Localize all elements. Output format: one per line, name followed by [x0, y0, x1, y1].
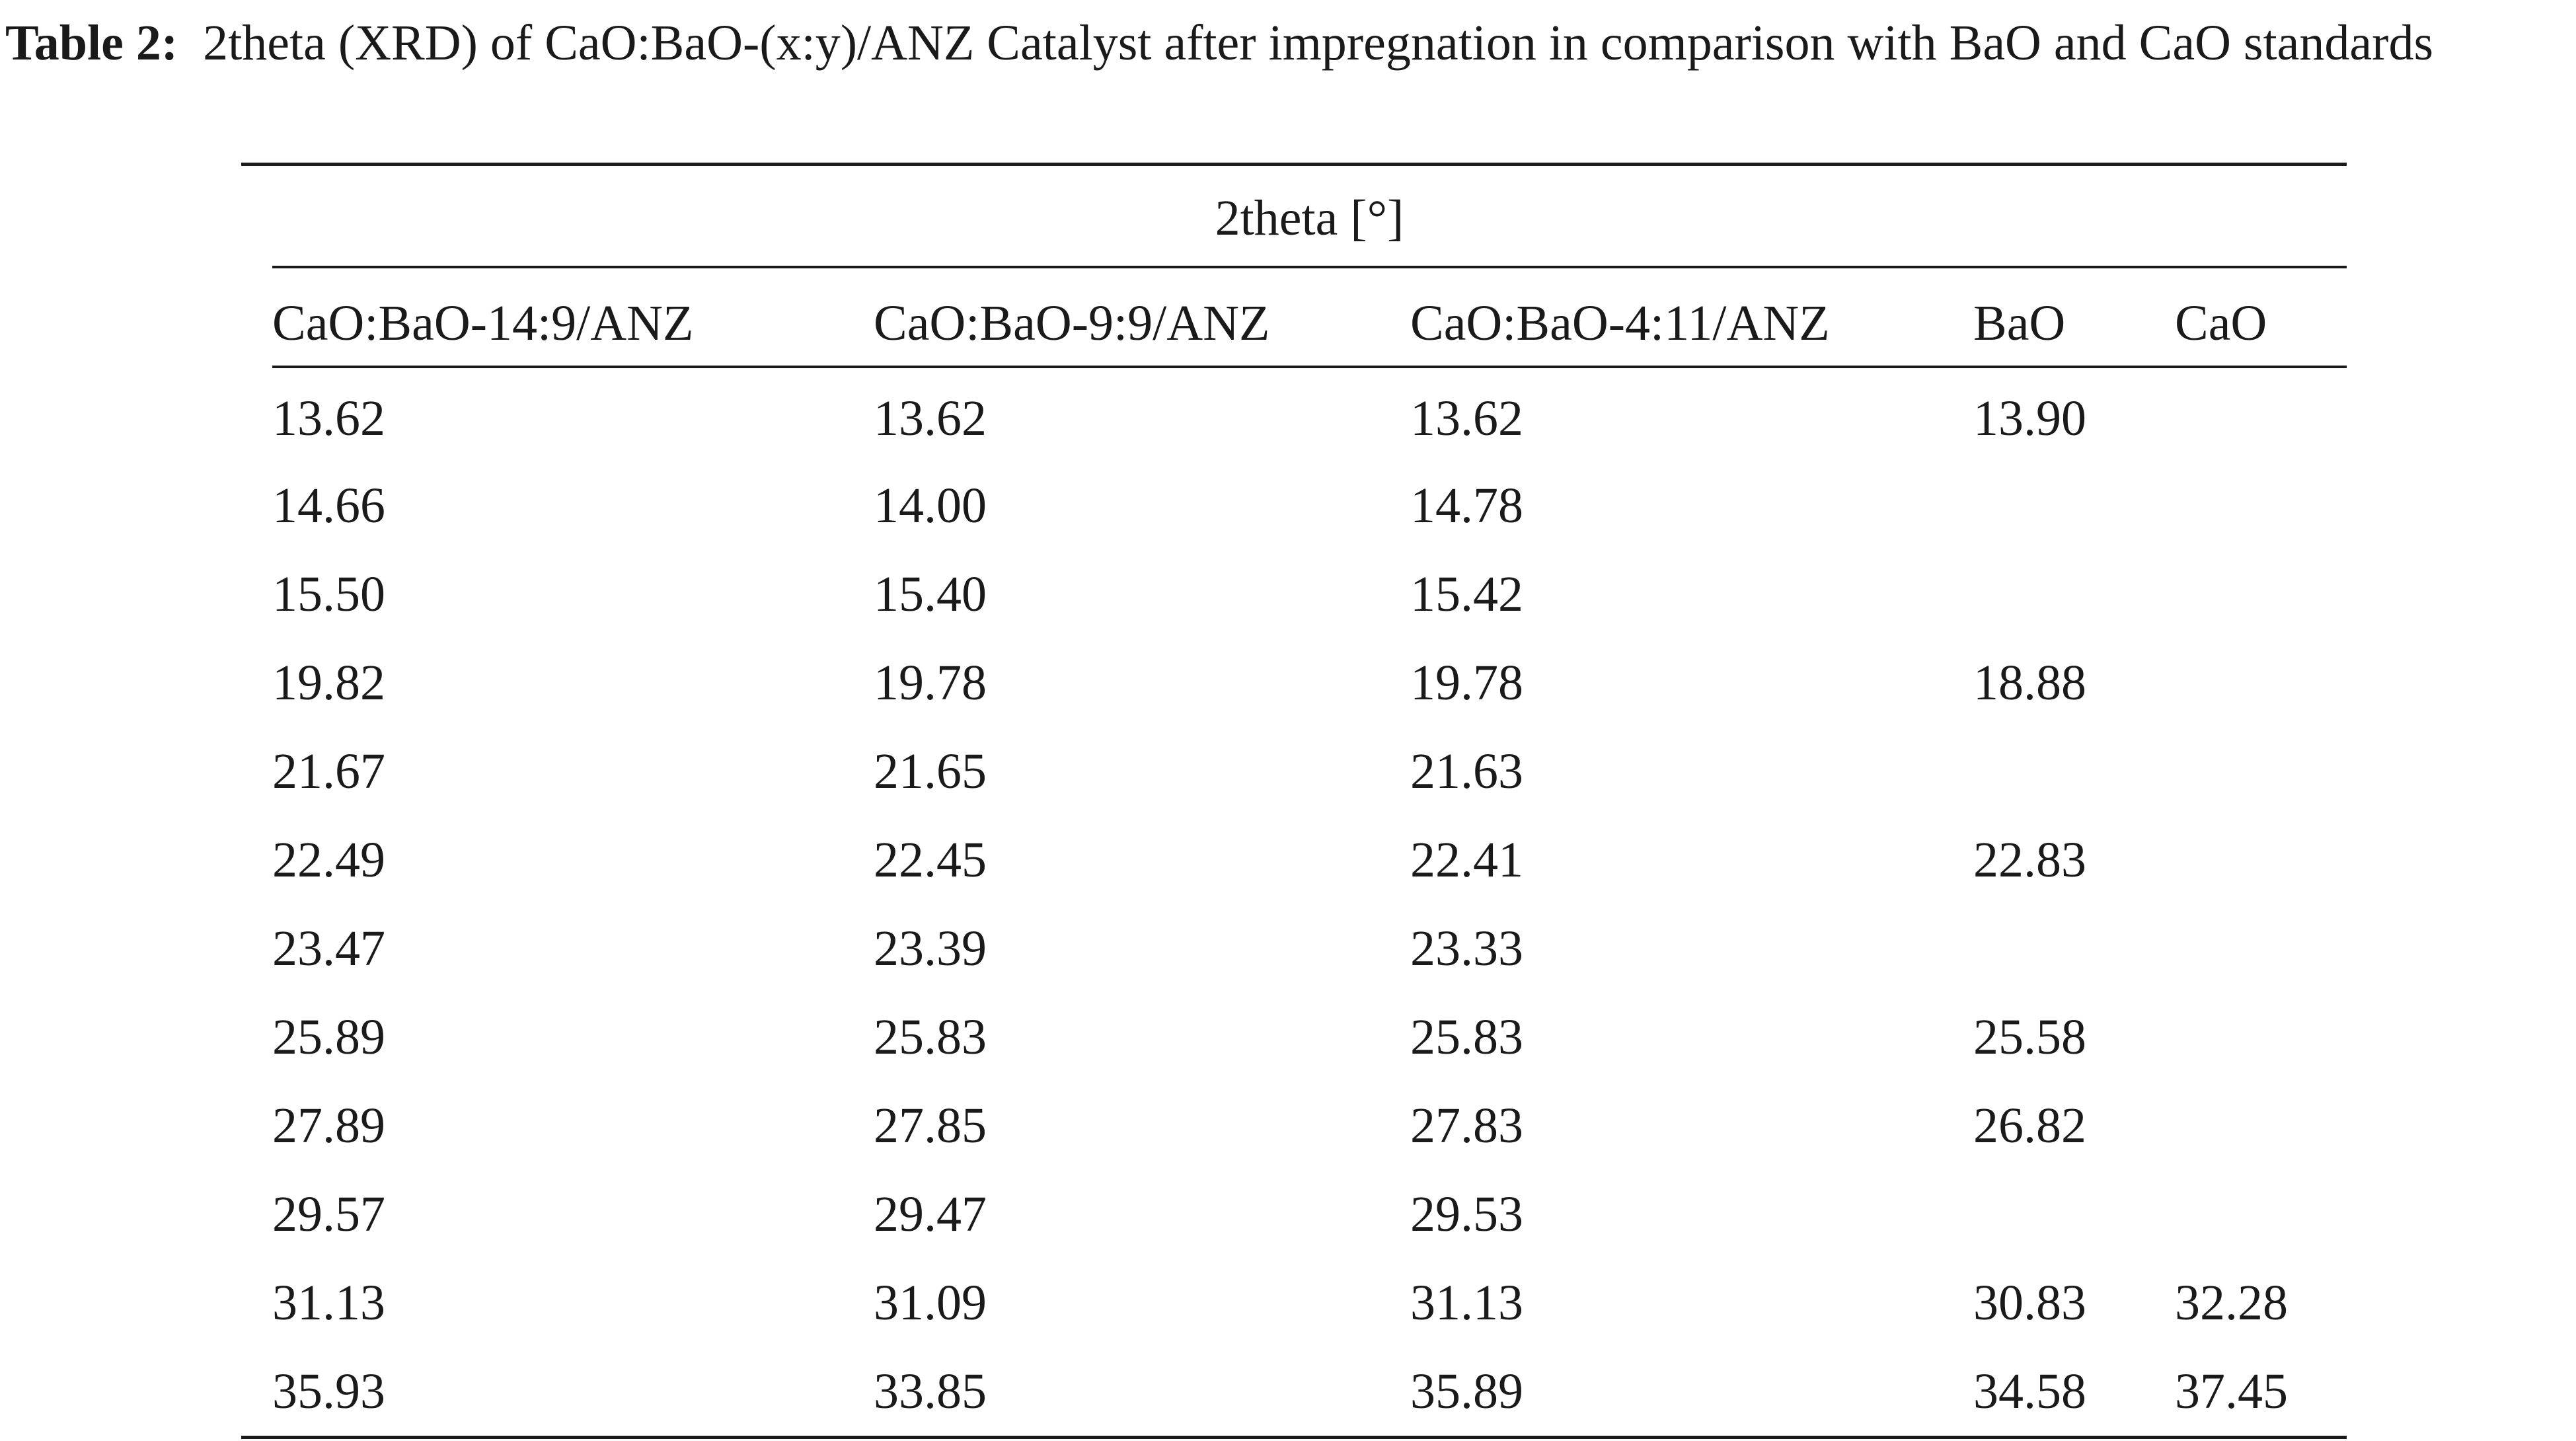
table-cell — [2175, 369, 2380, 461]
group-header: 2theta [°] — [1215, 190, 1404, 246]
column-header: CaO:BaO-4:11/ANZ — [1410, 295, 1830, 351]
table-cell: 23.47 — [272, 920, 385, 976]
table-cell: 37.45 — [2175, 1363, 2288, 1419]
table-cell — [2175, 550, 2380, 639]
table-caption-label: Table 2: — [5, 15, 178, 71]
table-row: 22.49 22.45 22.41 22.83 — [241, 816, 2380, 904]
table-cell: 31.13 — [272, 1274, 385, 1331]
column-header: CaO — [2175, 295, 2267, 351]
table-cell: 22.49 — [272, 832, 385, 888]
table-cell: 23.39 — [874, 920, 987, 976]
table-cell: 29.47 — [874, 1186, 987, 1242]
table-cell: 13.62 — [874, 390, 987, 446]
table-cell: 25.89 — [272, 1009, 385, 1065]
table-cell: 34.58 — [1973, 1363, 2086, 1419]
column-header-rule — [272, 366, 2347, 368]
table-cell: 21.63 — [1410, 743, 1523, 799]
table-cell: 18.88 — [1973, 654, 2086, 711]
table-cell: 29.53 — [1410, 1186, 1523, 1242]
table-row: 14.66 14.00 14.78 — [241, 461, 2380, 550]
table-row: 35.93 33.85 35.89 34.58 37.45 — [241, 1347, 2380, 1436]
table-row: 19.82 19.78 19.78 18.88 — [241, 639, 2380, 727]
table-cell — [2175, 727, 2380, 816]
table-row: 31.13 31.09 31.13 30.83 32.28 — [241, 1259, 2380, 1347]
table-cell: 22.41 — [1410, 832, 1523, 888]
table-cell: 33.85 — [874, 1363, 987, 1419]
table-cell — [2175, 1170, 2380, 1259]
table-cell — [2175, 1081, 2380, 1170]
table-cell — [1973, 904, 2175, 993]
table-row: 25.89 25.83 25.83 25.58 — [241, 993, 2380, 1081]
table-cell: 35.89 — [1410, 1363, 1523, 1419]
table-cell: 25.83 — [874, 1009, 987, 1065]
table-cell: 14.78 — [1410, 477, 1523, 533]
table-cell — [2175, 993, 2380, 1081]
table-cell — [2175, 461, 2380, 550]
table-cell: 26.82 — [1973, 1097, 2086, 1153]
data-table: CaO:BaO-14:9/ANZ CaO:BaO-9:9/ANZ CaO:BaO… — [241, 278, 2380, 1436]
table-caption-text: 2theta (XRD) of CaO:BaO-(x:y)/ANZ Cataly… — [203, 15, 2434, 71]
table-cell: 13.90 — [1973, 390, 2086, 446]
table-cell: 21.65 — [874, 743, 987, 799]
table-row: 15.50 15.40 15.42 — [241, 550, 2380, 639]
table-cell: 13.62 — [272, 390, 385, 446]
table-cell: 21.67 — [272, 743, 385, 799]
table-cell — [1973, 461, 2175, 550]
column-header: CaO:BaO-9:9/ANZ — [874, 295, 1270, 351]
table-row: 13.62 13.62 13.62 13.90 — [241, 369, 2380, 461]
table-cell: 13.62 — [1410, 390, 1523, 446]
table-cell: 25.83 — [1410, 1009, 1523, 1065]
table-cell: 27.85 — [874, 1097, 987, 1153]
table-cell: 32.28 — [2175, 1274, 2288, 1331]
table-cell — [1973, 727, 2175, 816]
table-top-rule — [241, 163, 2347, 166]
table-cell: 31.09 — [874, 1274, 987, 1331]
table-body: 13.62 13.62 13.62 13.90 14.66 14.00 14.78 15.50… — [241, 369, 2380, 1436]
table-cell: 31.13 — [1410, 1274, 1523, 1331]
table-cell — [2175, 639, 2380, 727]
table-cell: 27.83 — [1410, 1097, 1523, 1153]
table-cell: 27.89 — [272, 1097, 385, 1153]
table-cell — [2175, 816, 2380, 904]
table-cell: 19.82 — [272, 654, 385, 711]
table-cell: 15.50 — [272, 566, 385, 622]
table-cell: 14.66 — [272, 477, 385, 533]
table-cell — [2175, 904, 2380, 993]
table-cell: 19.78 — [874, 654, 987, 711]
table-cell: 29.57 — [272, 1186, 385, 1242]
table-row: 27.89 27.85 27.83 26.82 — [241, 1081, 2380, 1170]
table-cell: 25.58 — [1973, 1009, 2086, 1065]
table-row: 21.67 21.65 21.63 — [241, 727, 2380, 816]
table-row: 23.47 23.39 23.33 — [241, 904, 2380, 993]
table-bottom-rule — [241, 1436, 2347, 1439]
table-cell: 30.83 — [1973, 1274, 2086, 1331]
table-cell — [1973, 550, 2175, 639]
table-cell: 22.45 — [874, 832, 987, 888]
column-header-row: CaO:BaO-14:9/ANZ CaO:BaO-9:9/ANZ CaO:BaO… — [241, 278, 2380, 369]
group-header-rule — [272, 266, 2347, 268]
table-row: 29.57 29.47 29.53 — [241, 1170, 2380, 1259]
column-header: CaO:BaO-14:9/ANZ — [272, 295, 694, 351]
table-cell: 22.83 — [1973, 832, 2086, 888]
table-cell: 23.33 — [1410, 920, 1523, 976]
table-cell — [1973, 1170, 2175, 1259]
column-header: BaO — [1973, 295, 2066, 351]
table-cell: 15.40 — [874, 566, 987, 622]
table-cell: 15.42 — [1410, 566, 1523, 622]
table-cell: 35.93 — [272, 1363, 385, 1419]
table-cell: 19.78 — [1410, 654, 1523, 711]
table-caption: Table 2: 2theta (XRD) of CaO:BaO-(x:y)/A… — [5, 1, 2569, 85]
table-cell: 14.00 — [874, 477, 987, 533]
